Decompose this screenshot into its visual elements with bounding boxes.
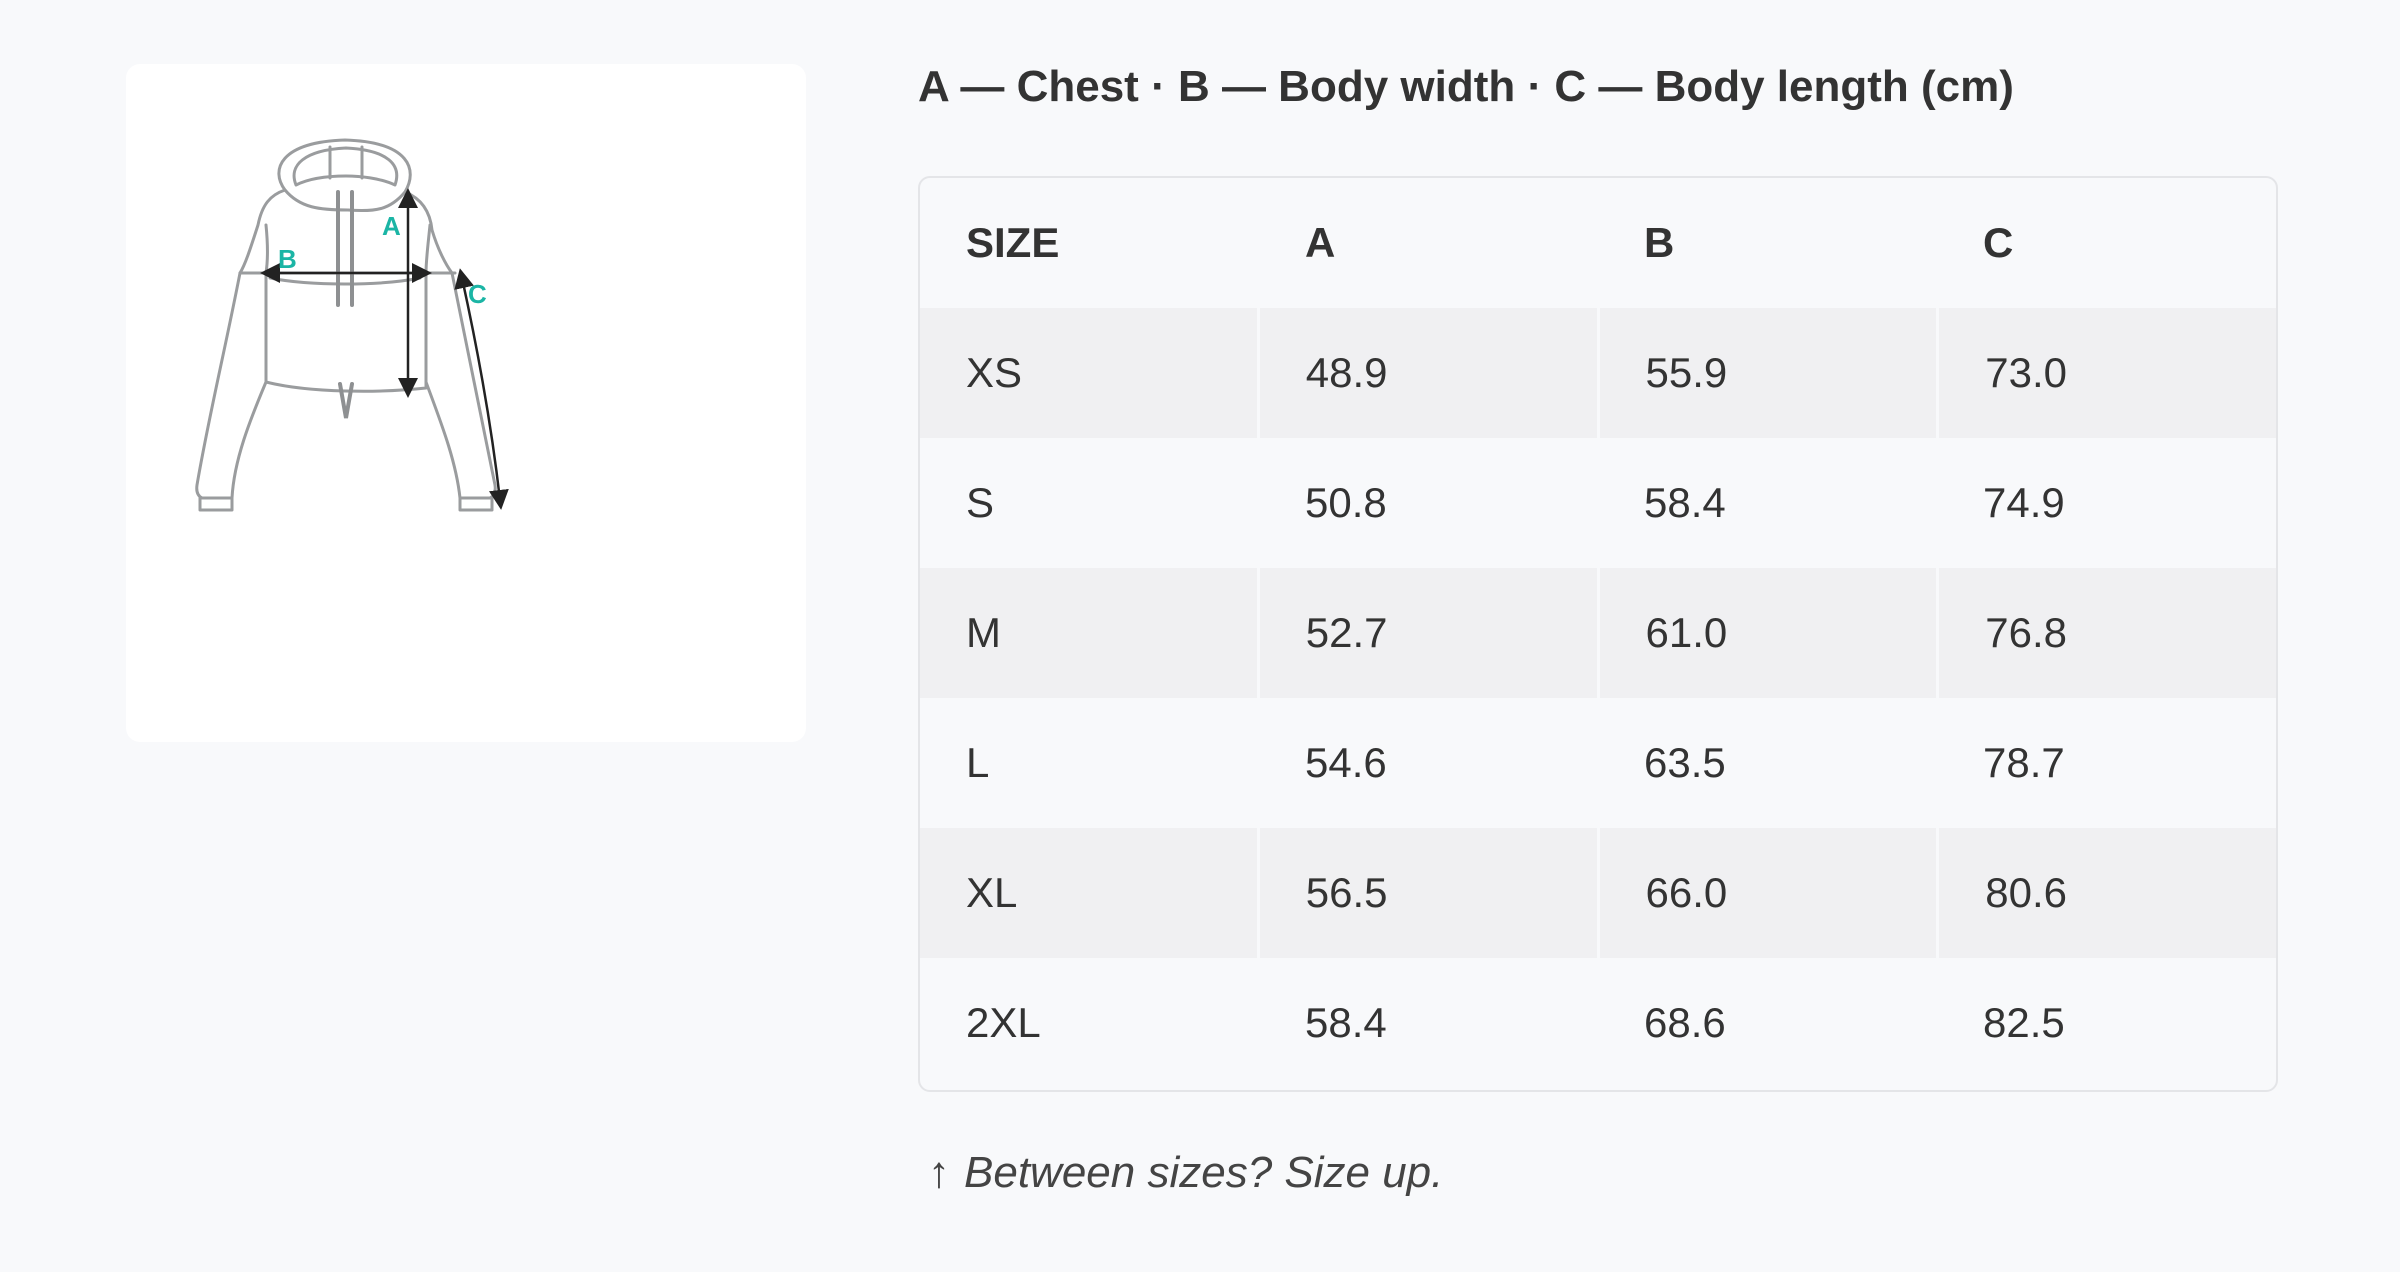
cell-a: 58.4 bbox=[1305, 999, 1387, 1046]
label-c: C bbox=[468, 279, 487, 309]
table-row: S 50.8 58.4 74.9 bbox=[920, 438, 2276, 568]
cell-b: 66.0 bbox=[1596, 828, 1937, 958]
table-row: L 54.6 63.5 78.7 bbox=[920, 698, 2276, 828]
hoodie-outline bbox=[195, 138, 497, 512]
size-diagram-card: A B C bbox=[126, 64, 806, 742]
cell-c: 82.5 bbox=[1983, 999, 2065, 1046]
cell-c: 78.7 bbox=[1983, 739, 2065, 786]
arrow-up-icon: ↑ bbox=[928, 1148, 950, 1197]
size-advice-note: ↑ Between sizes? Size up. bbox=[928, 1148, 1443, 1198]
measurements-legend-title: A — Chest · B — Body width · C — Body le… bbox=[918, 62, 2014, 111]
cell-a: 54.6 bbox=[1305, 739, 1387, 786]
table-row: M 52.7 61.0 76.8 bbox=[920, 568, 2276, 698]
header-c: C bbox=[1983, 219, 2014, 266]
measure-c-arrow bbox=[454, 268, 509, 510]
table-row: XL 56.5 66.0 80.6 bbox=[920, 828, 2276, 958]
drawstrings bbox=[336, 190, 354, 419]
cell-a: 50.8 bbox=[1305, 479, 1387, 526]
label-a: A bbox=[382, 211, 401, 241]
cell-c: 80.6 bbox=[1936, 828, 2276, 958]
header-a: A bbox=[1305, 219, 1336, 266]
cell-size: 2XL bbox=[966, 999, 1041, 1046]
cell-c: 74.9 bbox=[1983, 479, 2065, 526]
cell-a: 48.9 bbox=[1256, 308, 1597, 438]
hoodie-measurement-illustration: A B C bbox=[195, 138, 509, 512]
cell-a: 56.5 bbox=[1256, 828, 1597, 958]
header-size: SIZE bbox=[966, 219, 1060, 266]
table-header-row: SIZE A B C bbox=[920, 178, 2276, 308]
cell-b: 58.4 bbox=[1644, 479, 1726, 526]
cell-b: 61.0 bbox=[1596, 568, 1937, 698]
cell-c: 76.8 bbox=[1936, 568, 2276, 698]
cell-size: XL bbox=[966, 869, 1018, 916]
cell-size: M bbox=[966, 609, 1001, 656]
cell-size: S bbox=[966, 479, 995, 526]
size-advice-text: Between sizes? Size up. bbox=[964, 1148, 1444, 1197]
cell-a: 52.7 bbox=[1256, 568, 1597, 698]
table-row: 2XL 58.4 68.6 82.5 bbox=[920, 958, 2276, 1088]
cell-b: 68.6 bbox=[1644, 999, 1726, 1046]
label-b: B bbox=[278, 244, 297, 274]
cell-b: 63.5 bbox=[1644, 739, 1726, 786]
cell-c: 73.0 bbox=[1936, 308, 2276, 438]
cell-size: XS bbox=[966, 349, 1023, 396]
cell-b: 55.9 bbox=[1596, 308, 1937, 438]
header-b: B bbox=[1644, 219, 1675, 266]
size-chart-table: SIZE A B C XS 48.9 55.9 73.0 S 50.8 58.4… bbox=[918, 176, 2278, 1092]
cell-size: L bbox=[966, 739, 990, 786]
table-row: XS 48.9 55.9 73.0 bbox=[920, 308, 2276, 438]
